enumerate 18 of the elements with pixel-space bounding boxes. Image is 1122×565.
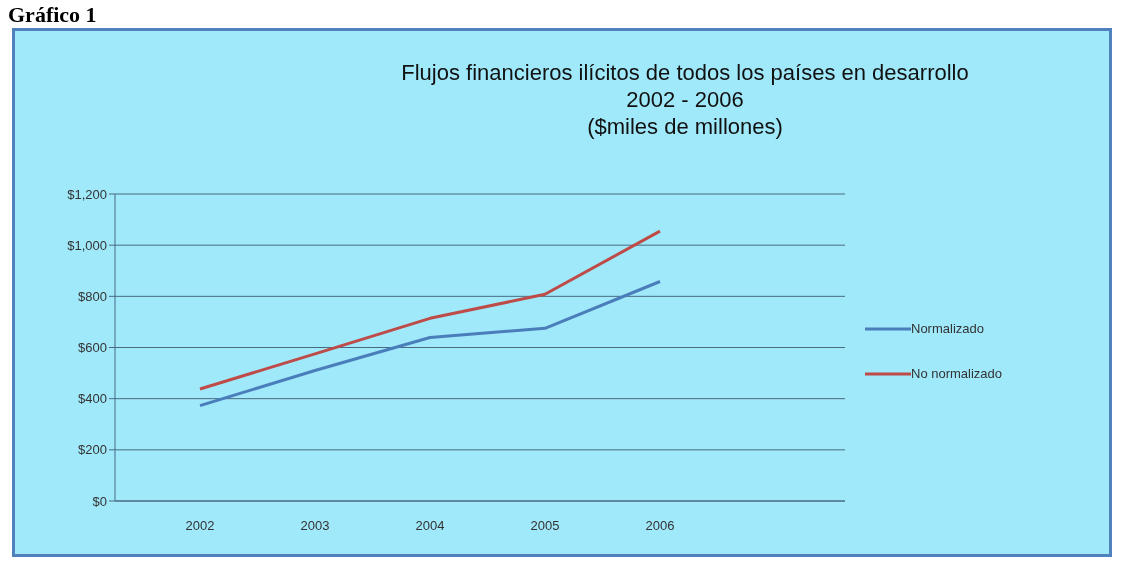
y-tick-label: $0 — [92, 493, 107, 509]
line-series — [198, 229, 662, 391]
y-tick-label: $1,200 — [67, 186, 107, 202]
chart-title: Flujos financieros ilícitos de todos los países en desarrollo 2002 - 2006 ($miles de millones) — [400, 59, 970, 140]
x-tick-label: 2005 — [530, 518, 560, 534]
x-tick-label: 2003 — [300, 518, 330, 534]
legend-label: No normalizado — [911, 366, 1003, 381]
y-tick-label: $800 — [78, 288, 107, 304]
x-tick-label: 2004 — [415, 518, 445, 534]
y-tick-label: $400 — [78, 391, 107, 407]
y-tick-label: $600 — [78, 340, 107, 356]
x-tick-label: 2006 — [645, 518, 675, 534]
y-tick-label: $200 — [78, 442, 107, 458]
legend-label: Normalizado — [911, 321, 984, 336]
line-series — [198, 280, 662, 408]
text: Gráfico 1 — [8, 2, 97, 28]
x-tick-label: 2002 — [185, 518, 215, 534]
y-tick-label: $1,000 — [67, 237, 107, 253]
